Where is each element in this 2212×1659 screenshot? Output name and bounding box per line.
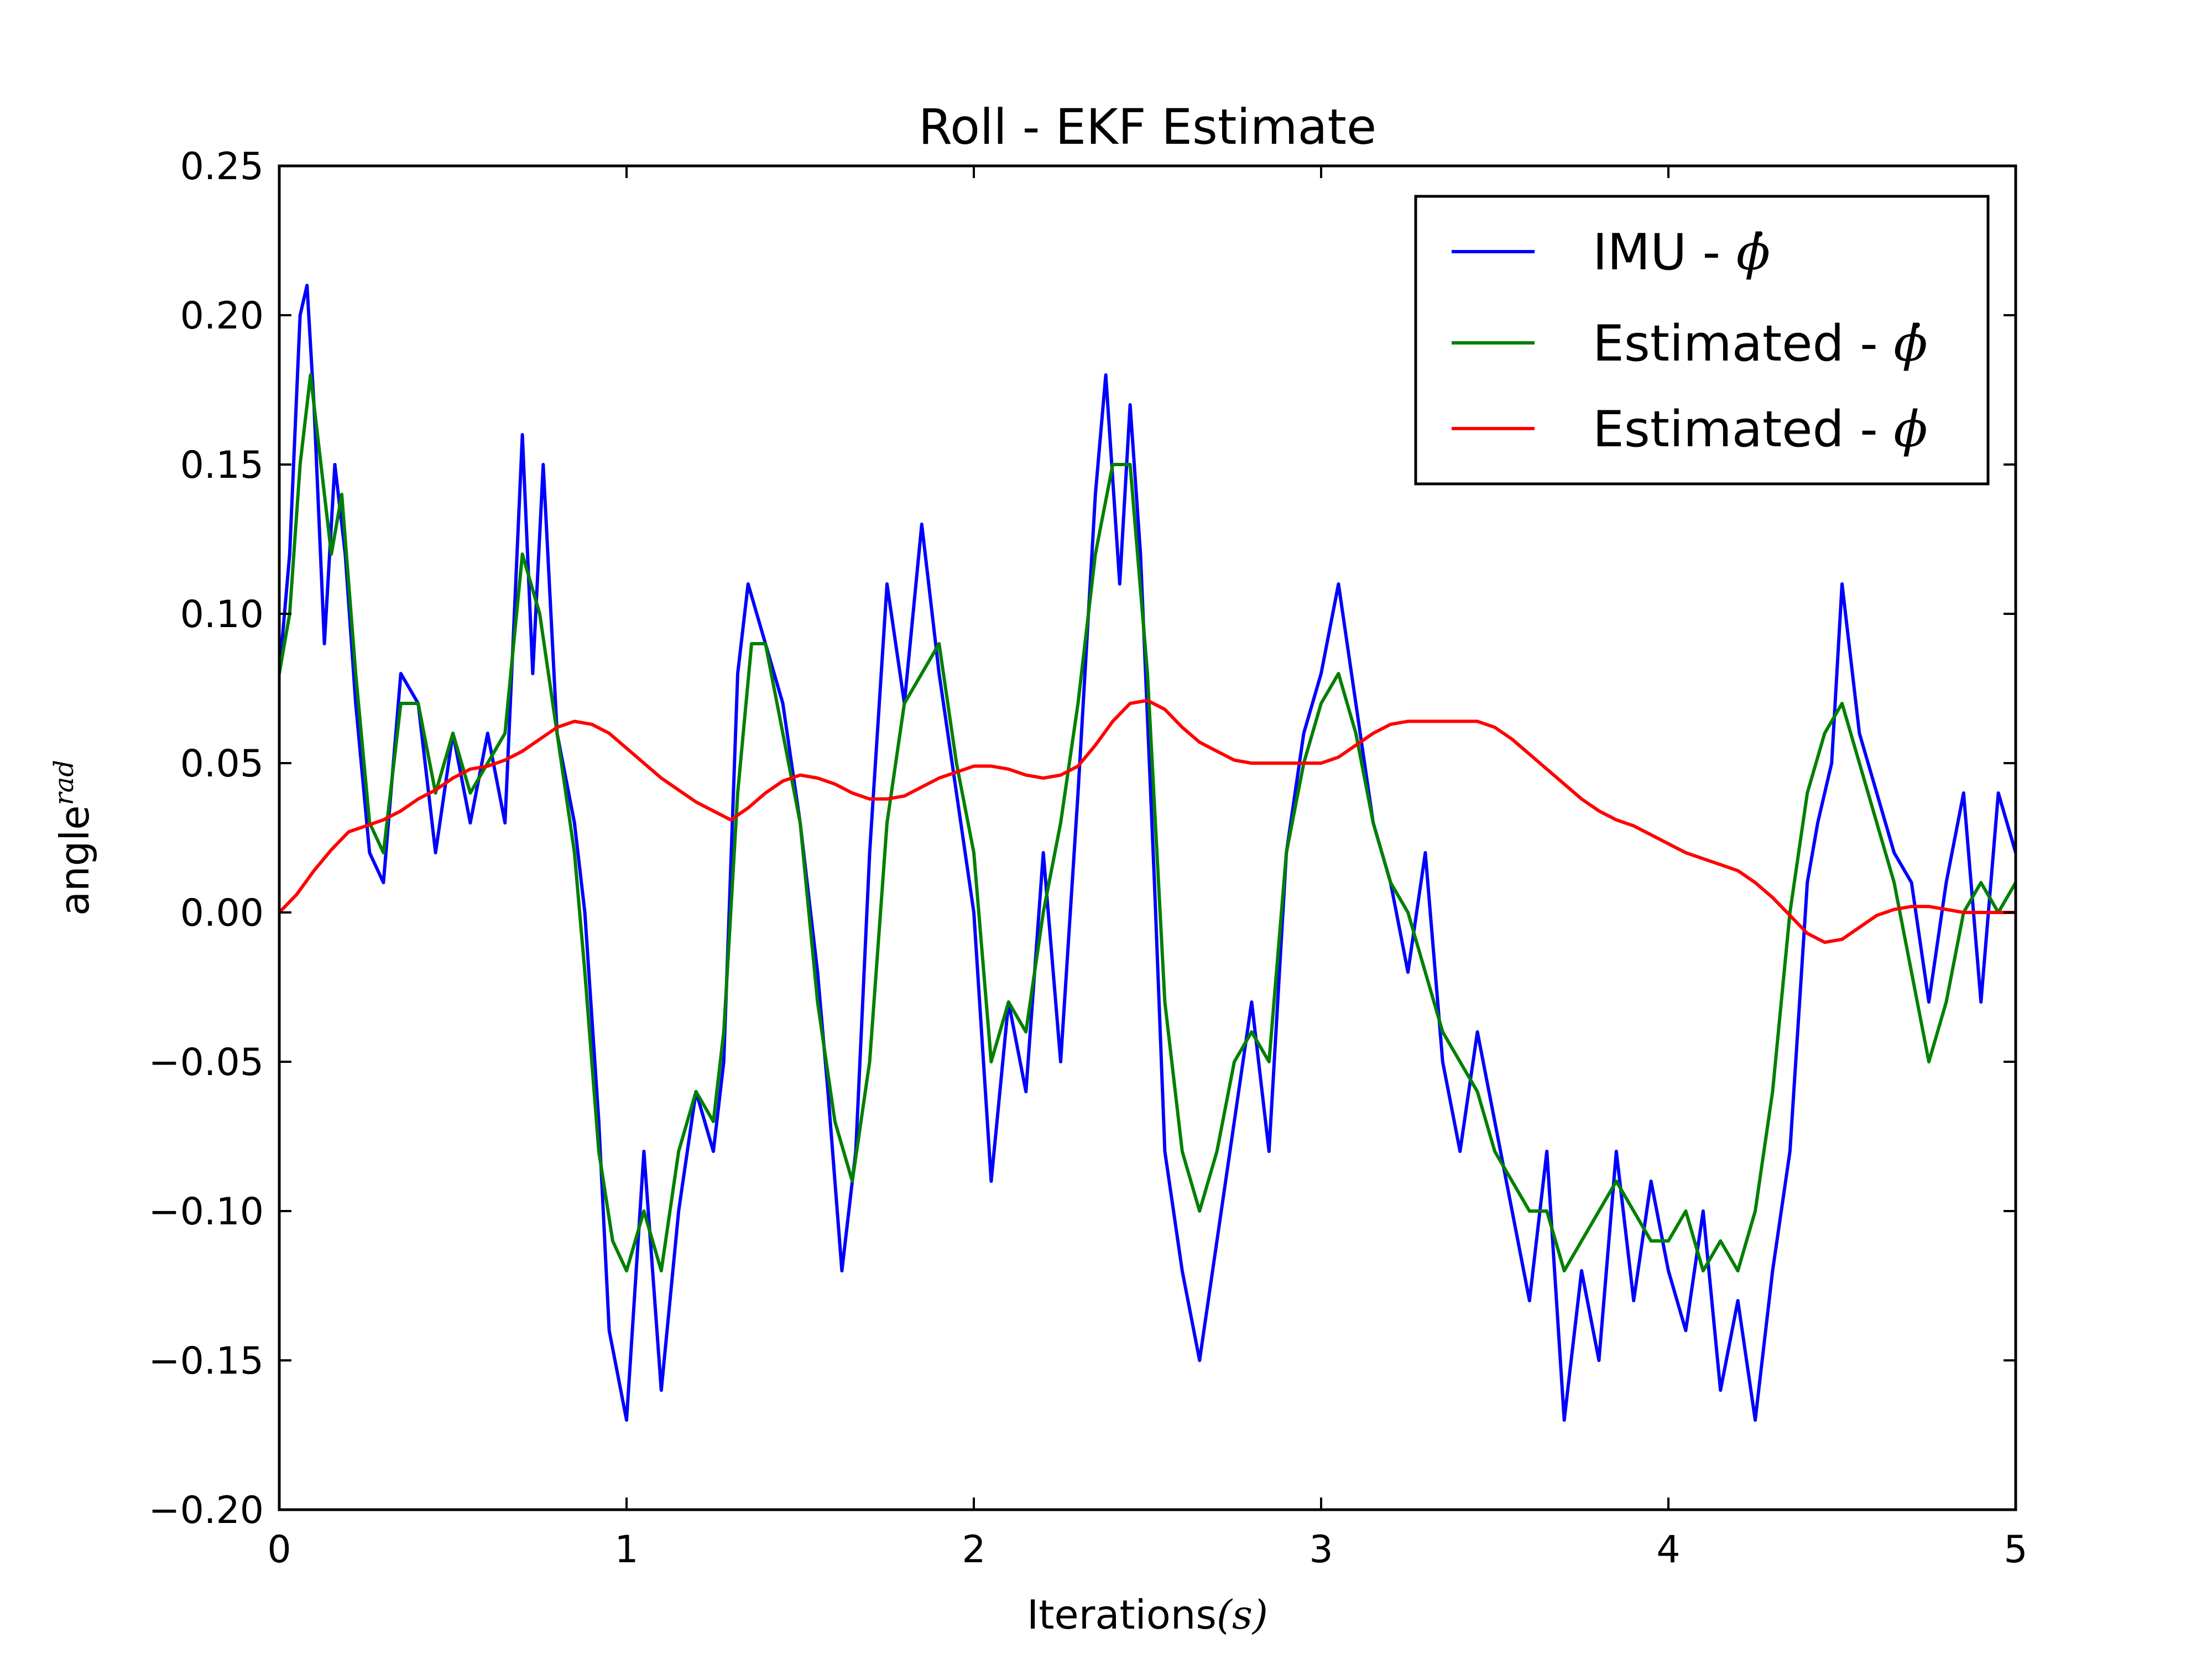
y-tick-label-3: −0.05 [149,1041,264,1084]
legend-label-0: IMU - ϕ̇ [1593,223,1770,281]
y-tick-label-6: 0.10 [180,593,264,637]
y-tick-label-7: 0.15 [180,444,264,487]
x-tick-label-4: 4 [1656,1528,1680,1572]
plot-frame [278,164,2017,1511]
y-tick-label-5: 0.05 [180,742,264,786]
legend-label-symbol-0: ϕ̇ [1736,223,1770,281]
series-group [279,284,2016,1422]
y-tick-label-8: 0.20 [180,294,264,338]
legend-label-symbol-1: ϕ̇ [1893,315,1927,373]
legend-items: IMU - ϕ̇Estimated - ϕ̇Estimated - ϕ [1452,223,1928,458]
series-line-1 [279,373,2016,1272]
y-axis-label-sup: rad [49,760,80,805]
legend-label-1: Estimated - ϕ̇ [1593,315,1928,373]
chart-title: Roll - EKF Estimate [919,98,1376,155]
x-tick-label-5: 5 [2004,1528,2027,1572]
series-line-0 [279,284,2016,1422]
legend-frame [1414,195,1990,486]
x-axis-label: Iterations(s) [1027,1592,1268,1638]
plot-area: 0 1 2 3 4 5 −0.20 −0.15 −0.10 −0.05 0.00 0.05 0.10 0.… [149,145,2028,1572]
legend-label-text-0: IMU - [1593,223,1736,281]
x-tick-label-2: 2 [962,1528,985,1572]
y-tick-label-1: −0.15 [149,1339,264,1383]
y-axis-label-text: angle [51,805,98,916]
legend-label-text-1: Estimated - [1593,315,1893,373]
y-tick-label-2: −0.10 [149,1190,264,1234]
y-tick-label-4: 0.00 [180,891,264,935]
x-axis-label-text: Iterations [1027,1592,1217,1638]
legend: IMU - ϕ̇Estimated - ϕ̇Estimated - ϕ [1414,195,1990,486]
x-tick-label-3: 3 [1309,1528,1333,1572]
series-line-2 [279,698,2016,944]
legend-label-symbol-2: ϕ [1893,400,1927,458]
x-tick-label-1: 1 [614,1528,638,1572]
legend-label-2: Estimated - ϕ [1593,400,1928,458]
x-tick-label-0: 0 [267,1528,291,1572]
y-tick-label-0: −0.20 [149,1489,264,1532]
x-axis-label-unit: (s) [1217,1592,1268,1638]
ticks-group: 0 1 2 3 4 5 −0.20 −0.15 −0.10 −0.05 0.00 0.05 0.10 0.… [149,145,2028,1572]
y-tick-label-9: 0.25 [180,145,264,189]
legend-label-text-2: Estimated - [1593,400,1893,458]
y-axis-label: anglerad [49,760,98,916]
